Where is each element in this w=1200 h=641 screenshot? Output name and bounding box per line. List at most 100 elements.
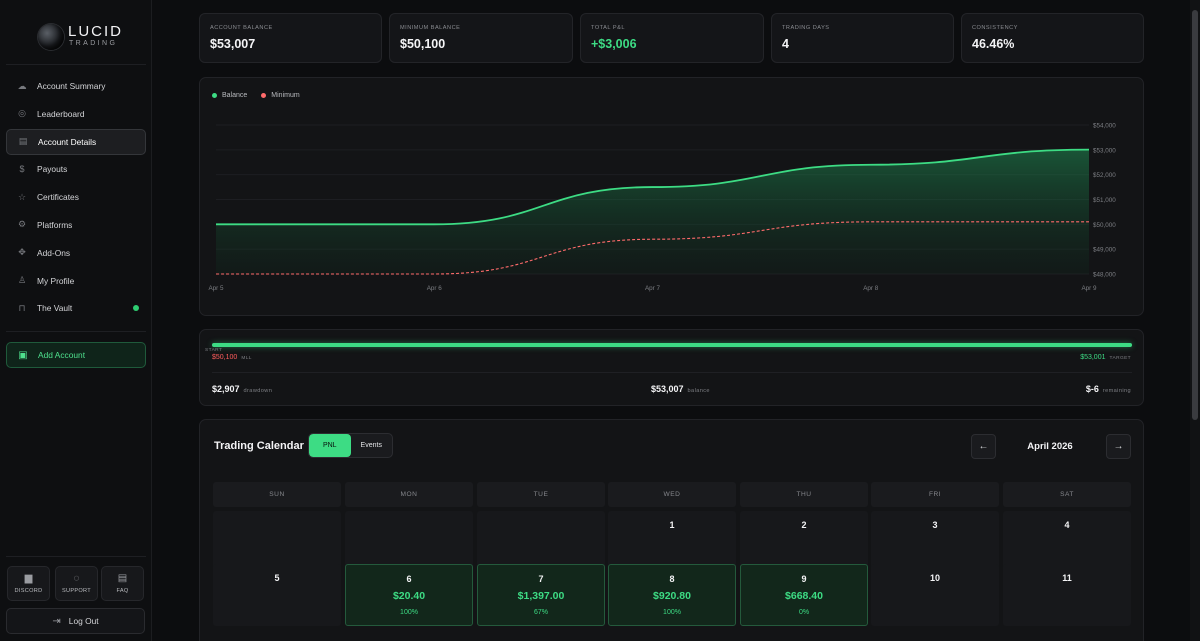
logout-label: Log Out (68, 616, 99, 626)
stat-account-balance: ACCOUNT BALANCE $53,007 (199, 13, 382, 63)
scrollbar-thumb[interactable] (1192, 10, 1198, 420)
sidebar-item-label: Certificates (37, 192, 79, 203)
brand-name: LUCID (68, 23, 124, 40)
toggle-pnl[interactable]: PNL (309, 434, 351, 457)
day-pnl: $920.80 (653, 590, 691, 602)
sidebar-item-leaderboard[interactable]: ◎ Leaderboard (6, 101, 146, 127)
balance-stat: $53,007 balance (651, 384, 710, 394)
faq-button[interactable]: ▤ FAQ (101, 566, 144, 601)
support-button[interactable]: ◌ SUPPORT (55, 566, 98, 601)
globe-icon: ◎ (18, 108, 26, 119)
sidebar-item-label: Account Details (38, 136, 97, 147)
target-value: $53,001 (1080, 354, 1106, 361)
stat-label: TOTAL P&L (591, 25, 625, 31)
calendar-day-cell[interactable]: 4 (1003, 511, 1131, 573)
x-tick-label: Apr 5 (208, 285, 224, 292)
calendar-title: Trading Calendar (214, 440, 304, 452)
day-of-week-header: FRI (871, 482, 999, 507)
calendar-day-cell (477, 511, 605, 573)
progress-divider (212, 372, 1132, 373)
day-percent: 67% (533, 609, 548, 616)
stat-label: ACCOUNT BALANCE (210, 25, 273, 31)
balance-line (216, 148, 1090, 226)
sidebar-item-label: Account Summary (37, 81, 106, 91)
day-number: 4 (1064, 520, 1070, 530)
legend-label-minimum: Minimum (271, 92, 300, 99)
logout-icon: ⇥ (52, 615, 61, 627)
sidebar-item-payouts[interactable]: $ Payouts (6, 156, 146, 182)
day-of-week-header: THU (740, 482, 868, 507)
stat-value: $53,007 (210, 37, 256, 51)
day-percent: 0% (798, 609, 810, 616)
remaining-value: $-6 (1085, 384, 1099, 394)
sidebar-item-label: The Vault (37, 303, 73, 314)
calendar-day-cell[interactable]: 1 (608, 511, 736, 573)
calendar-day-cell[interactable]: 7 $1,397.00 67% (477, 564, 605, 626)
sidebar-item-label: Add-Ons (37, 247, 71, 258)
day-percent: 100% (400, 609, 418, 616)
document-icon: ▤ (18, 136, 28, 147)
day-number: 9 (801, 574, 807, 584)
calendar-day-cell[interactable]: 8 $920.80 100% (608, 564, 736, 626)
prev-month-button[interactable]: ← (971, 434, 996, 459)
sidebar-item-the-vault[interactable]: ⊓ The Vault (6, 295, 146, 321)
mll-label: MLL (241, 356, 252, 361)
calendar-month: April 2026 (1027, 441, 1073, 452)
minimum-line (216, 221, 1089, 275)
day-of-week-header: WED (608, 482, 736, 507)
sidebar-item-label: Payouts (37, 164, 68, 175)
calendar-day-cell[interactable]: 6 $20.40 100% (345, 564, 473, 626)
discord-button[interactable]: ▆ DISCORD (7, 566, 50, 601)
calendar-day-cell (213, 511, 341, 573)
day-pnl: $668.40 (785, 590, 823, 602)
day-of-week-header: SUN (213, 482, 341, 507)
x-tick-label: Apr 6 (427, 285, 443, 292)
balance-chart[interactable]: $54,000 $53,000 $52,000 $51,000 $50,000 $49,0… (200, 78, 1145, 317)
sidebar-item-label: Platforms (37, 219, 73, 230)
day-number: 10 (929, 573, 940, 583)
add-account-label: Add Account (38, 350, 86, 360)
legend-item-minimum[interactable]: Minimum (261, 92, 300, 99)
legend-item-balance[interactable]: Balance (212, 92, 247, 99)
toggle-events[interactable]: Events (360, 442, 382, 449)
logout-button[interactable]: ⇥ Log Out (6, 608, 145, 634)
sidebar-divider (6, 331, 146, 332)
next-month-button[interactable]: → (1106, 434, 1131, 459)
discord-label: DISCORD (14, 588, 43, 594)
page-scrollbar[interactable] (1190, 0, 1200, 641)
calendar-day-cell[interactable]: 2 (740, 511, 868, 573)
chart-legend: Balance Minimum (212, 92, 300, 99)
sidebar-divider (6, 556, 146, 557)
y-tick-label: $48,000 (1093, 272, 1116, 279)
calendar-day-cell[interactable]: 10 (871, 564, 999, 626)
day-of-week-header: MON (345, 482, 473, 507)
calendar-day-cell[interactable]: 9 $668.40 0% (740, 564, 868, 626)
logo-orb-icon (38, 24, 64, 50)
sidebar-item-my-profile[interactable]: ♙ My Profile (6, 268, 146, 294)
legend-label-balance: Balance (222, 92, 248, 99)
calendar-day-cell[interactable]: 5 (213, 564, 341, 626)
sidebar-item-platforms[interactable]: ⚙ Platforms (6, 212, 146, 238)
sidebar-item-add-ons[interactable]: ✥ Add-Ons (6, 240, 146, 266)
sidebar-item-account-summary[interactable]: ☁ Account Summary (6, 73, 146, 99)
balance-value: $53,007 (651, 384, 684, 394)
calendar-day-cell[interactable]: 11 (1003, 564, 1131, 626)
chat-icon: ◌ (73, 573, 80, 584)
brand-logo[interactable]: LUCID TRADING (38, 22, 121, 52)
star-icon: ☆ (17, 191, 27, 202)
day-number: 5 (274, 573, 280, 583)
sidebar-item-account-details[interactable]: ▤ Account Details (6, 128, 146, 155)
sidebar-item-certificates[interactable]: ☆ Certificates (6, 184, 146, 210)
add-account-icon: ▣ (18, 349, 28, 361)
sidebar: LUCID TRADING ☁ Account Summary ◎ Leaderboa… (0, 0, 152, 641)
stat-minimum-balance: MINIMUM BALANCE $50,100 (389, 13, 573, 63)
stat-value: $50,100 (400, 37, 446, 51)
cloud-icon: ☁ (17, 80, 27, 91)
add-account-button[interactable]: ▣ Add Account (6, 342, 146, 368)
sidebar-item-label: Leaderboard (37, 108, 85, 119)
day-pnl: $20.40 (392, 590, 426, 602)
calendar-day-cell[interactable]: 3 (871, 511, 999, 573)
y-tick-label: $51,000 (1093, 197, 1116, 204)
stat-value: 4 (782, 37, 789, 51)
day-number: 11 (1062, 573, 1072, 583)
